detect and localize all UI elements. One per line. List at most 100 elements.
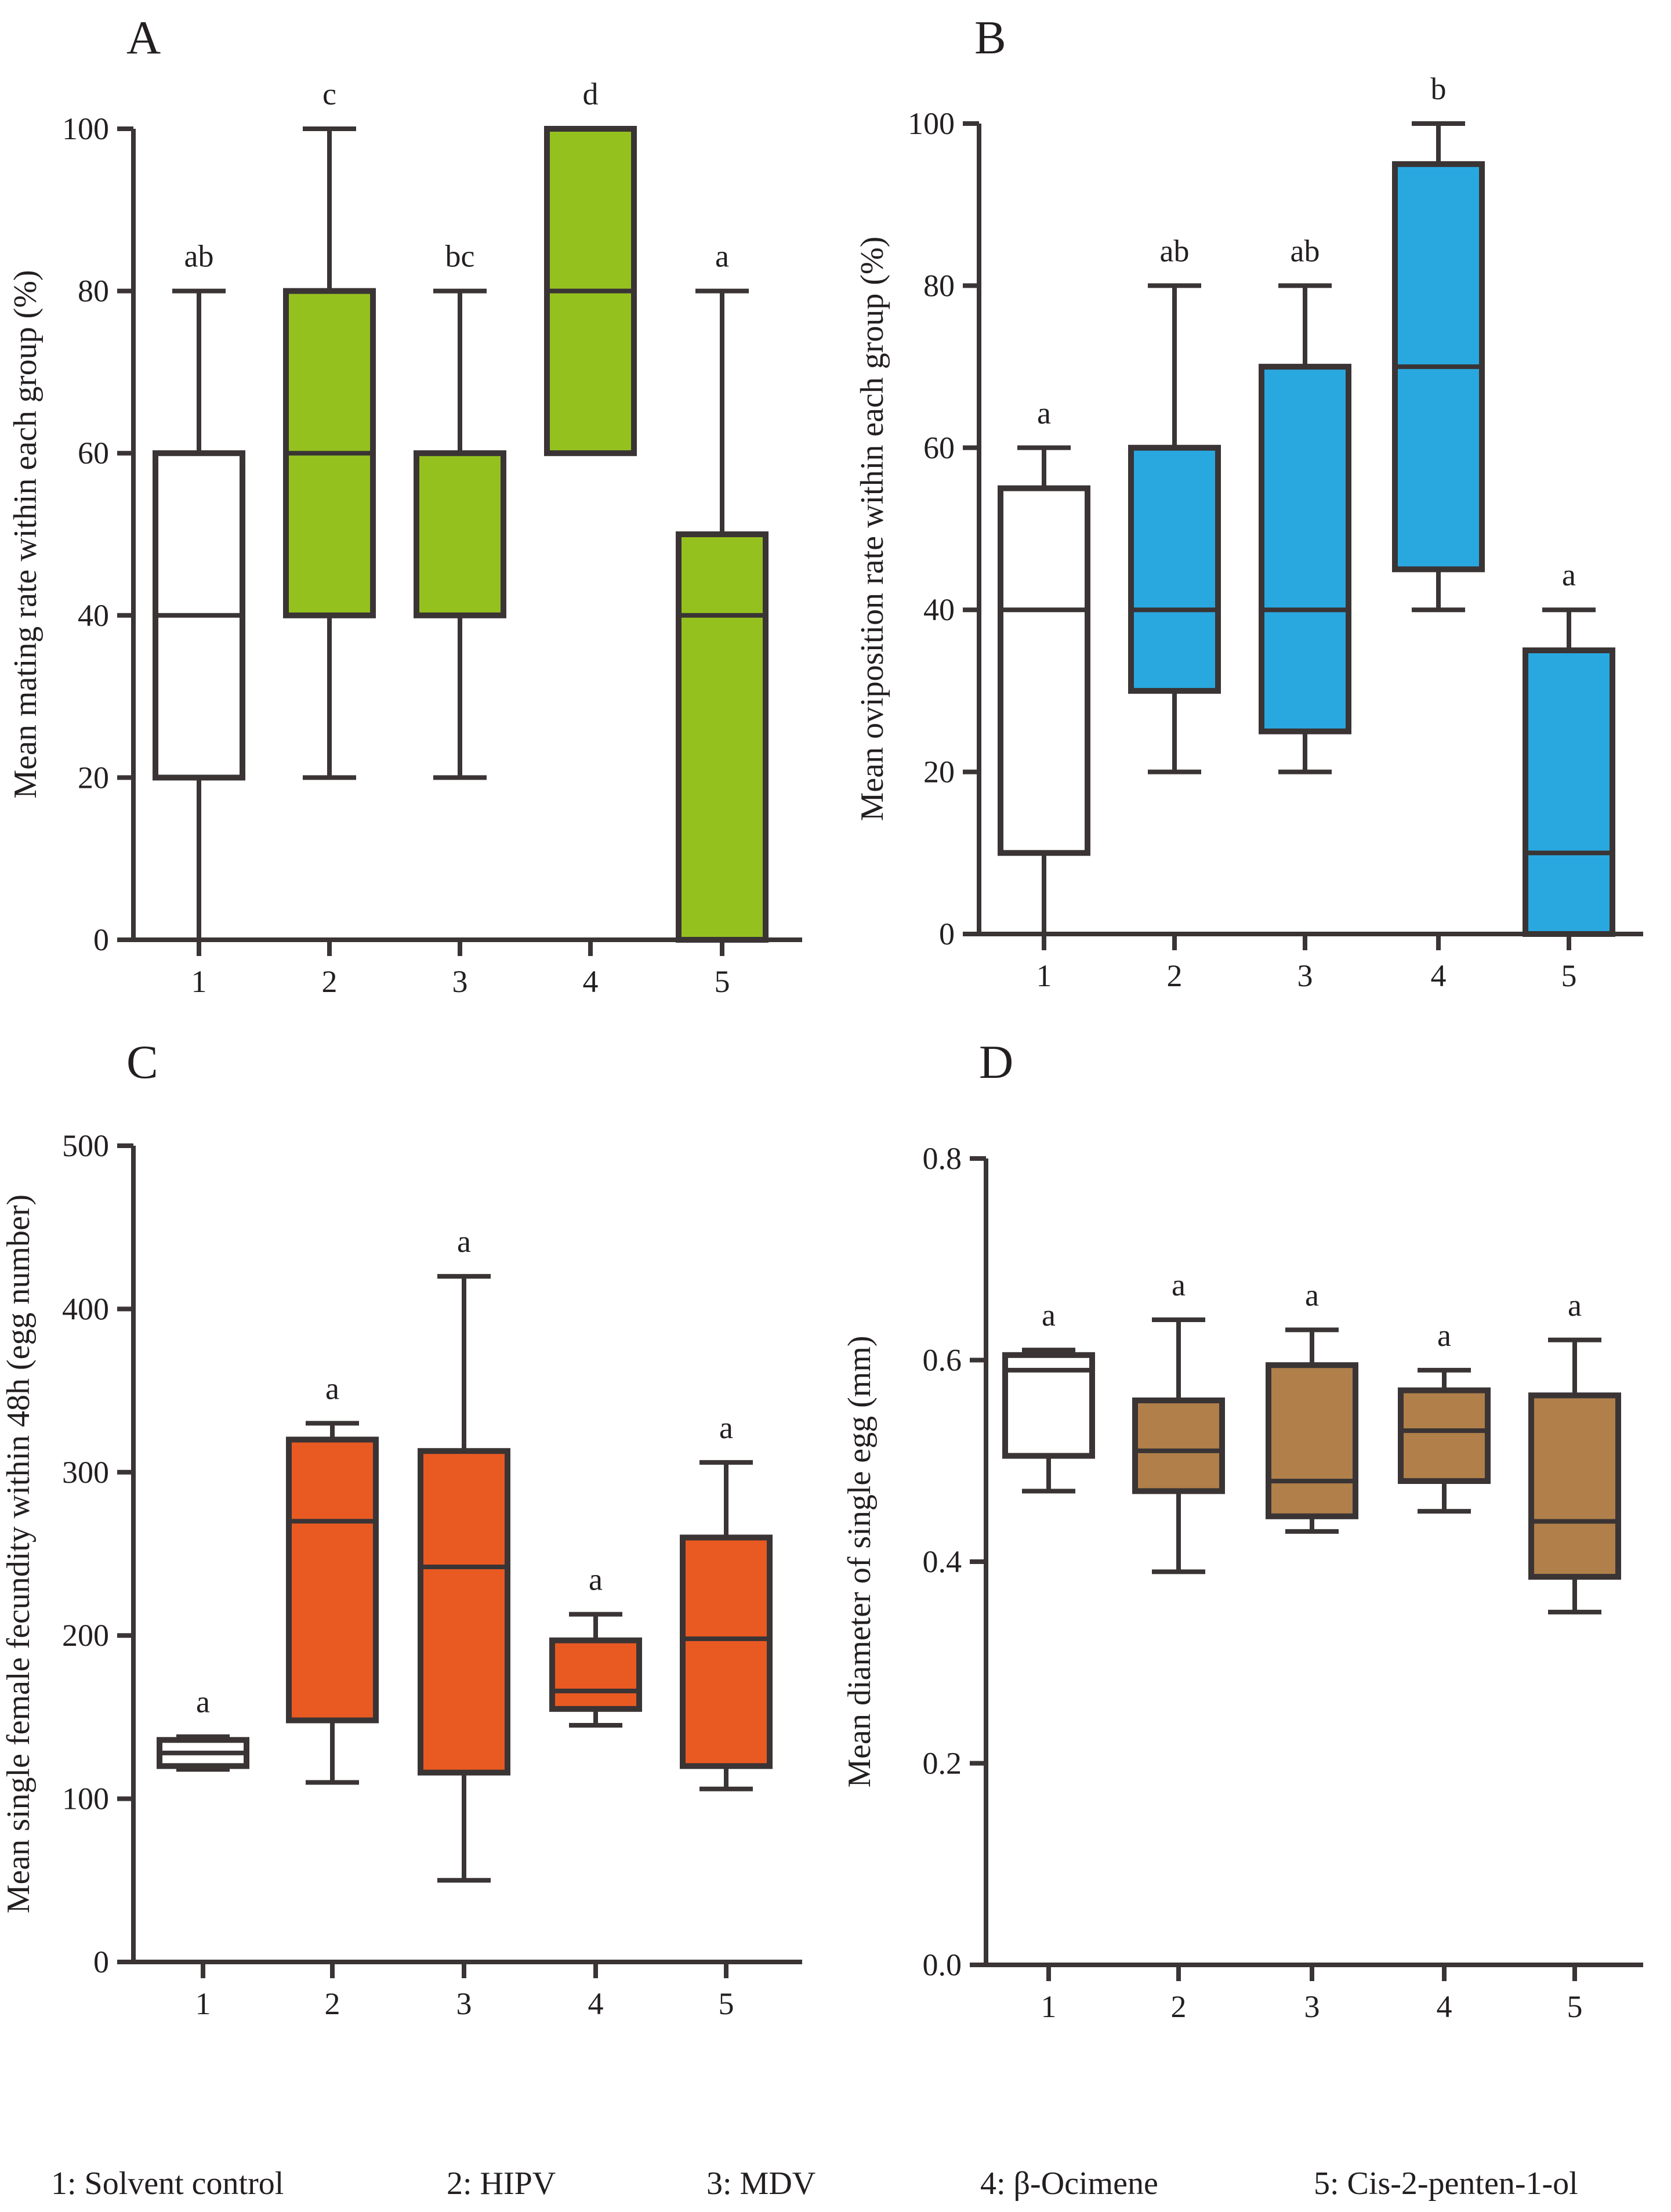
x-tick-label: 1	[1041, 1989, 1057, 2024]
significance-letter: c	[322, 77, 336, 111]
significance-letter: a	[1305, 1277, 1319, 1312]
panel-letter: D	[979, 1036, 1013, 1088]
box-1: 1a	[1002, 1298, 1095, 2024]
x-tick-label: 4	[1431, 958, 1447, 993]
significance-letter: a	[719, 1410, 733, 1445]
panel-d: D 0.0 0.2 0.4 0.6 0.8 Mean diameter of single …	[842, 1036, 1643, 2024]
x-tick-label: 3	[1297, 958, 1313, 993]
significance-letter: b	[1431, 71, 1447, 106]
x-tick-label: 1	[195, 1986, 211, 2021]
iqr-box	[414, 450, 506, 618]
significance-letter: a	[1562, 557, 1576, 592]
y-axis-title: Mean diameter of single egg (mm)	[842, 1335, 878, 1787]
significance-letter: d	[583, 77, 599, 111]
box-2: 2a	[286, 1371, 379, 2021]
y-tick-label: 80	[78, 274, 109, 309]
significance-letter: ab	[1291, 233, 1320, 268]
significance-letter: a	[457, 1224, 471, 1259]
box-1: 1a	[157, 1685, 249, 2021]
box-4: 4d	[544, 77, 637, 999]
significance-letter: a	[1172, 1268, 1186, 1302]
y-tick-label: 80	[923, 268, 955, 303]
significance-letter: a	[715, 239, 729, 274]
box-5: 5a	[676, 239, 769, 999]
box-5: 5a	[1523, 557, 1615, 993]
x-tick-label: 5	[1561, 958, 1577, 993]
legend: 1: Solvent control 2: HIPV 3: MDV 4: β-Ocim…	[51, 2166, 1578, 2202]
y-tick-label: 0	[93, 922, 109, 957]
box-4: 4a	[1398, 1318, 1491, 2024]
significance-letter: a	[589, 1562, 603, 1597]
iqr-box	[1523, 647, 1615, 937]
x-tick-label: 1	[191, 964, 207, 999]
box-4: 4a	[549, 1562, 642, 2021]
x-tick-label: 2	[1167, 958, 1183, 993]
panel-c: C 0 100 200 300 400 500 Mean single female fecu…	[1, 1036, 802, 2021]
iqr-box	[1259, 364, 1351, 734]
y-tick-label: 0.8	[923, 1141, 962, 1176]
legend-item: 5: Cis-2-penten-1-ol	[1314, 2166, 1578, 2202]
box-5: 5a	[1528, 1288, 1621, 2024]
significance-letter: a	[1042, 1298, 1056, 1333]
significance-letter: a	[1437, 1318, 1451, 1353]
y-tick-label: 0	[939, 917, 955, 951]
box-2: 2c	[283, 77, 376, 999]
legend-item: 3: MDV	[706, 2166, 815, 2202]
y-tick-label: 40	[923, 592, 955, 627]
y-tick-label: 0.4	[923, 1544, 962, 1579]
x-tick-label: 4	[1437, 1989, 1452, 2024]
box-3: 3a	[1266, 1277, 1358, 2024]
x-tick-label: 5	[719, 1986, 734, 2021]
significance-letter: a	[325, 1371, 339, 1406]
box-1: 1 ab	[153, 239, 245, 999]
x-tick-label: 4	[583, 964, 599, 999]
y-tick-label: 60	[923, 430, 955, 465]
x-tick-label: 3	[1304, 1989, 1320, 2024]
box-3: 3 bc	[414, 239, 506, 999]
y-tick-label: 40	[78, 598, 109, 633]
box-2: 2a	[1132, 1268, 1225, 2024]
x-tick-label: 4	[588, 1986, 604, 2021]
panel-letter: C	[126, 1036, 158, 1088]
x-tick-label: 3	[452, 964, 468, 999]
x-tick-label: 2	[1171, 1989, 1187, 2024]
box-4: 4b	[1392, 71, 1485, 993]
y-tick-label: 0.2	[923, 1746, 962, 1781]
iqr-box	[549, 1637, 642, 1712]
iqr-box	[998, 485, 1090, 856]
y-tick-label: 200	[62, 1618, 109, 1653]
box-1: 1a	[998, 396, 1090, 993]
panel-letter: A	[126, 11, 161, 64]
iqr-box	[1132, 1398, 1225, 1494]
legend-item: 4: β-Ocimene	[980, 2166, 1158, 2202]
iqr-box	[676, 531, 769, 943]
significance-letter: ab	[1160, 233, 1190, 268]
y-tick-label: 0.0	[923, 1947, 962, 1982]
x-tick-label: 2	[322, 964, 338, 999]
iqr-box	[1398, 1387, 1491, 1484]
iqr-box	[418, 1448, 510, 1776]
y-tick-label: 20	[78, 760, 109, 795]
y-tick-label: 100	[62, 111, 109, 146]
box-3: 3a	[418, 1224, 510, 2021]
y-tick-label: 60	[78, 436, 109, 470]
significance-letter: bc	[445, 239, 475, 274]
box-3: 3 ab	[1259, 233, 1351, 993]
significance-letter: a	[1037, 396, 1051, 430]
legend-item: 2: HIPV	[447, 2166, 556, 2202]
panel-a: A 0 20 40 60 80 100 Mean mating rate within eac…	[8, 11, 802, 999]
x-tick-label: 1	[1036, 958, 1052, 993]
iqr-box	[286, 1436, 379, 1724]
iqr-box	[1266, 1362, 1358, 1519]
y-axis-title: Mean mating rate within each group (%)	[8, 270, 44, 798]
x-tick-label: 3	[456, 1986, 472, 2021]
panel-letter: B	[974, 11, 1006, 64]
iqr-box	[1528, 1392, 1621, 1580]
y-axis-title: Mean single female fecundity within 48h …	[1, 1194, 37, 1913]
iqr-box	[1128, 444, 1221, 694]
y-tick-label: 300	[62, 1455, 109, 1490]
box-5: 5a	[680, 1410, 773, 2021]
y-tick-label: 0.6	[923, 1343, 962, 1378]
y-tick-label: 500	[62, 1128, 109, 1163]
